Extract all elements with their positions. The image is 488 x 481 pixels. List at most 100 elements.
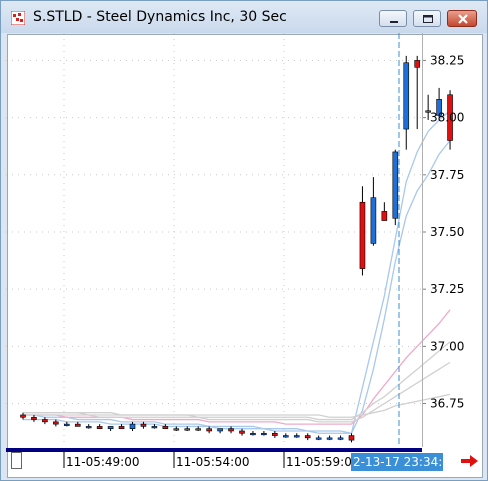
candle[interactable] <box>107 426 114 431</box>
candle[interactable] <box>184 426 191 431</box>
price-tick-label: 38.00 <box>430 111 464 125</box>
candle[interactable] <box>370 177 377 246</box>
candle[interactable] <box>96 424 103 430</box>
candle[interactable] <box>414 55 421 130</box>
candle[interactable] <box>151 424 158 429</box>
candle[interactable] <box>195 426 201 431</box>
time-tick-label: 11-05:54:00 <box>176 455 250 469</box>
candle-body <box>261 432 267 436</box>
candle-body <box>250 432 256 436</box>
candle-body <box>381 211 388 221</box>
candle[interactable] <box>425 94 431 120</box>
scroll-right-arrow-icon[interactable] <box>460 454 480 468</box>
candle-body <box>282 435 289 438</box>
app-chart-icon <box>11 11 25 25</box>
grid-lines <box>6 33 422 447</box>
candle-body <box>118 426 125 430</box>
candle[interactable] <box>261 430 267 436</box>
candle[interactable] <box>129 421 136 431</box>
maximize-icon <box>423 15 433 23</box>
window-title: S.STLD - Steel Dynamics Inc, 30 Sec <box>33 9 287 25</box>
candle-body <box>403 62 410 130</box>
minimize-button[interactable] <box>379 10 407 27</box>
price-tick-label: 38.25 <box>430 53 464 67</box>
candlestick-chart[interactable]: 38.25 38.00 37.75 37.50 37.25 37.00 36.75 11-0… <box>6 33 480 475</box>
candle[interactable] <box>403 55 410 150</box>
candle[interactable] <box>85 424 92 429</box>
candle-body <box>162 426 169 430</box>
candle-body <box>315 437 322 440</box>
candle[interactable] <box>326 435 333 441</box>
candle-body <box>42 419 48 423</box>
candle[interactable] <box>381 202 388 221</box>
candle-body <box>239 430 245 434</box>
candle-body <box>348 435 355 441</box>
candle-body <box>228 428 234 432</box>
candle-body <box>304 435 311 439</box>
moving-average-line <box>23 309 451 425</box>
candle-body <box>184 428 191 431</box>
candle[interactable] <box>173 426 180 431</box>
candle-body <box>326 437 333 440</box>
candle[interactable] <box>53 419 59 427</box>
candle[interactable] <box>118 424 125 430</box>
candle[interactable] <box>304 433 311 441</box>
candle-body <box>20 414 26 418</box>
candle[interactable] <box>315 435 322 441</box>
candle-body <box>96 426 103 430</box>
candle-body <box>436 99 442 116</box>
moving-average-line <box>23 393 451 418</box>
candle[interactable] <box>239 428 245 436</box>
candle[interactable] <box>447 90 453 150</box>
candle-body <box>414 60 421 68</box>
candle-body <box>337 437 344 440</box>
candle-body <box>173 428 180 431</box>
time-tick-label: 11-05:59:00 <box>286 455 360 469</box>
candle[interactable] <box>63 421 70 427</box>
candle-body <box>107 426 114 430</box>
candle[interactable] <box>293 433 300 438</box>
moving-average-line <box>23 140 451 434</box>
candle[interactable] <box>140 421 147 429</box>
price-tick-label: 37.25 <box>430 282 464 296</box>
price-tick-label: 37.00 <box>430 339 464 353</box>
maximize-button[interactable] <box>413 10 441 27</box>
candle[interactable] <box>250 430 256 436</box>
cursor-time-label-bg <box>351 453 443 471</box>
moving-average-lines <box>23 110 451 435</box>
candle-body <box>359 201 366 269</box>
candle[interactable] <box>359 186 366 276</box>
candle-body <box>425 110 431 113</box>
price-tick-label: 37.75 <box>430 168 464 182</box>
time-tick-label: 11-05:49:00 <box>66 455 140 469</box>
candle[interactable] <box>228 426 234 434</box>
candle-body <box>85 426 92 429</box>
candles <box>20 55 453 443</box>
candle[interactable] <box>42 417 48 425</box>
candle[interactable] <box>282 433 289 438</box>
candle-body <box>206 428 212 432</box>
minimize-icon <box>390 21 398 23</box>
candle-body <box>447 94 453 141</box>
candle-body <box>140 423 147 427</box>
candle-body <box>63 423 70 426</box>
candle[interactable] <box>162 424 169 430</box>
moving-average-line <box>23 110 451 435</box>
price-axis: 38.25 38.00 37.75 37.50 37.25 37.00 36.75 <box>422 53 464 411</box>
candle-body <box>217 428 223 432</box>
candle[interactable] <box>20 412 26 420</box>
candle[interactable] <box>392 149 399 226</box>
candle[interactable] <box>337 435 344 441</box>
close-button[interactable] <box>447 10 477 27</box>
candle[interactable] <box>206 426 212 434</box>
close-icon <box>458 14 468 24</box>
candle[interactable] <box>217 428 223 434</box>
candle[interactable] <box>74 421 81 427</box>
candle[interactable] <box>348 433 355 443</box>
candle[interactable] <box>31 414 37 422</box>
title-bar[interactable]: S.STLD - Steel Dynamics Inc, 30 Sec <box>1 1 487 33</box>
candle[interactable] <box>272 430 278 438</box>
candle[interactable] <box>436 87 442 118</box>
candle-body <box>74 423 81 427</box>
scroll-handle[interactable] <box>11 452 22 469</box>
